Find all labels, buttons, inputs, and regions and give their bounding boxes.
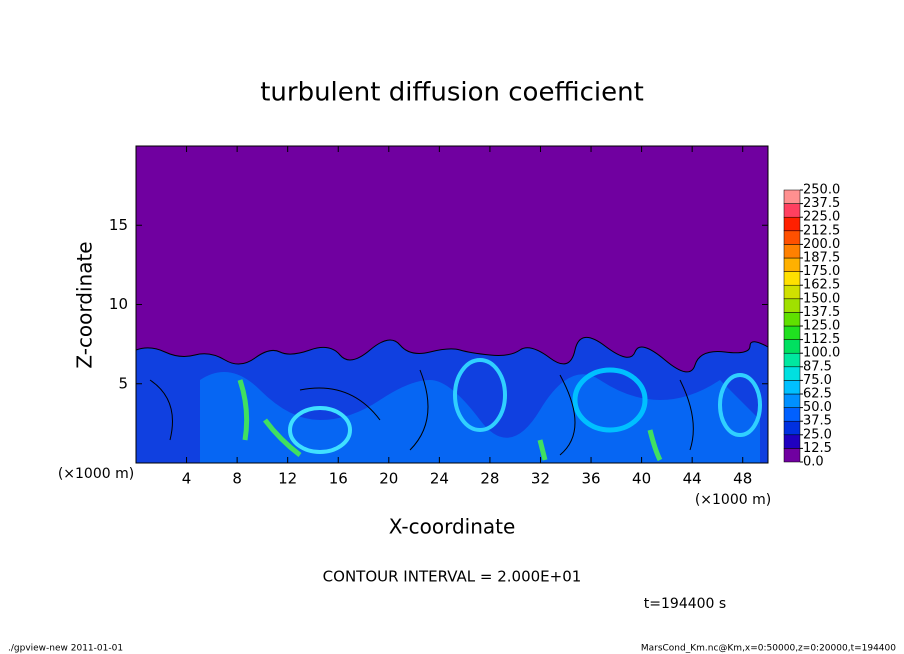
colorbar-bin — [783, 448, 801, 463]
colorbar-bin — [783, 352, 801, 368]
x-axis-label: X-coordinate — [389, 515, 516, 539]
colorbar-label: 37.5 — [803, 414, 832, 429]
colorbar-bin — [783, 216, 801, 232]
colorbar-bin — [783, 325, 801, 340]
x-tick-label: 24 — [430, 470, 449, 488]
colorbar-bin — [783, 230, 801, 245]
colorbar-bin — [783, 298, 801, 313]
colorbar-bin — [783, 244, 801, 259]
colorbar-label: 250.0 — [803, 183, 840, 198]
x-unit: (×1000 m) — [695, 492, 771, 508]
time-label: t=194400 s — [644, 596, 726, 612]
colorbar-bin — [783, 380, 801, 395]
colorbar-bin — [783, 339, 801, 354]
y-tick-label: 5 — [118, 374, 128, 392]
colorbar-label: 62.5 — [803, 387, 832, 402]
contour-interval: CONTOUR INTERVAL = 2.000E+01 — [323, 568, 582, 586]
footer-right: MarsCond_Km.nc@Km,x=0:50000,z=0:20000,t=… — [641, 644, 896, 654]
colorbar-label: 0.0 — [803, 455, 824, 470]
colorbar-label: 187.5 — [803, 251, 840, 266]
x-tick-label: 36 — [581, 470, 600, 488]
x-tick-label: 44 — [683, 470, 702, 488]
colorbar-bin — [783, 393, 801, 408]
colorbar-bin — [783, 366, 801, 381]
x-tick-label: 4 — [182, 470, 192, 488]
colorbar-bin — [783, 312, 801, 327]
y-axis-label: Z-coordinate — [73, 241, 97, 368]
colorbar-label: 12.5 — [803, 441, 832, 456]
colorbar-bin — [783, 203, 801, 218]
colorbar-label: 137.5 — [803, 305, 840, 320]
x-tick-label: 48 — [733, 470, 752, 488]
colorbar-label: 100.0 — [803, 346, 840, 361]
colorbar-label: 25.0 — [803, 427, 832, 442]
x-unit: (×1000 m) — [58, 466, 134, 482]
colorbar-label: 75.0 — [803, 373, 832, 388]
x-tick-label: 16 — [329, 470, 348, 488]
colorbar-bin — [783, 257, 801, 272]
colorbar-label: 50.0 — [803, 400, 832, 415]
field — [135, 146, 769, 464]
colorbar-label: 212.5 — [803, 223, 840, 238]
x-tick-label: 32 — [531, 470, 550, 488]
colorbar-bin — [783, 189, 801, 204]
colorbar-bin — [783, 284, 801, 300]
x-tick-label: 28 — [480, 470, 499, 488]
colorbar-bin — [783, 434, 801, 449]
y-tick-label: 10 — [109, 295, 128, 313]
colorbar-label: 87.5 — [803, 359, 832, 374]
y-tick-label: 15 — [109, 216, 128, 234]
colorbar-label: 200.0 — [803, 237, 840, 252]
x-tick-label: 40 — [632, 470, 651, 488]
colorbar-label: 112.5 — [803, 332, 840, 347]
chart-title: turbulent diffusion coefficient — [260, 78, 644, 108]
colorbar-label: 125.0 — [803, 319, 840, 334]
colorbar-label: 175.0 — [803, 264, 840, 279]
colorbar-label: 162.5 — [803, 278, 840, 293]
colorbar-bin — [783, 271, 801, 286]
colorbar-bin — [783, 407, 801, 422]
colorbar-bin — [783, 420, 801, 436]
colorbar-label: 237.5 — [803, 196, 840, 211]
footer-left: ./gpview-new 2011-01-01 — [8, 644, 123, 654]
colorbar-label: 150.0 — [803, 291, 840, 306]
colorbar-label: 225.0 — [803, 210, 840, 225]
x-tick-label: 12 — [278, 470, 297, 488]
x-tick-label: 8 — [232, 470, 242, 488]
x-tick-label: 20 — [379, 470, 398, 488]
